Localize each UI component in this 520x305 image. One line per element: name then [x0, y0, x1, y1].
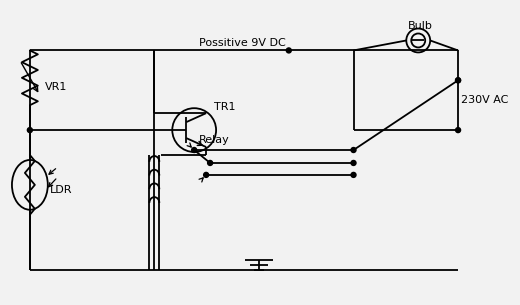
Text: 230V AC: 230V AC [461, 95, 509, 105]
Circle shape [351, 172, 356, 178]
Circle shape [351, 160, 356, 165]
Circle shape [456, 78, 461, 83]
Text: Bulb: Bulb [408, 20, 433, 31]
Circle shape [287, 48, 291, 53]
Circle shape [192, 148, 197, 152]
Circle shape [204, 172, 209, 178]
Text: TR1: TR1 [214, 102, 236, 112]
Circle shape [28, 127, 32, 133]
Circle shape [207, 160, 213, 165]
Text: LDR: LDR [50, 185, 72, 195]
Text: Possitive 9V DC: Possitive 9V DC [199, 38, 286, 48]
Circle shape [351, 148, 356, 152]
Circle shape [456, 78, 461, 83]
Text: VR1: VR1 [45, 82, 67, 92]
Circle shape [456, 127, 461, 133]
Text: Relay: Relay [199, 135, 230, 145]
